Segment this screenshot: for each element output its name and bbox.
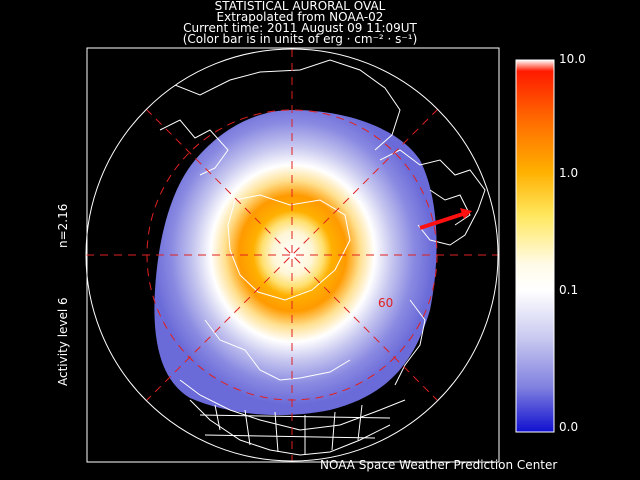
n-value-label: n=2.16 (56, 203, 70, 248)
title-line-2: Extrapolated from NOAA-02 (216, 10, 384, 24)
title-line-1: STATISTICAL AURORAL OVAL (214, 0, 386, 13)
coastlines (149, 59, 486, 456)
title-line-3: Current time: 2011 August 09 11:09UT (183, 21, 417, 35)
latitude-label: 60 (378, 296, 394, 310)
colorbar-label-0: 0.0 (559, 420, 579, 434)
colorbar-label-0-1: 0.1 (559, 283, 579, 297)
activity-level-label: Activity level 6 (56, 297, 70, 386)
sun-direction-arrow (419, 208, 472, 230)
credit-label: NOAA Space Weather Prediction Center (320, 458, 558, 472)
colorbar (515, 59, 555, 433)
meridian-grid (86, 49, 498, 461)
title-line-4: (Color bar is in units of erg · cm⁻² · s… (182, 32, 418, 46)
aurora-oval (154, 110, 437, 416)
globe-outline (85, 48, 499, 462)
colorbar-label-1: 1.0 (559, 166, 579, 180)
colorbar-label-10: 10.0 (559, 52, 586, 66)
